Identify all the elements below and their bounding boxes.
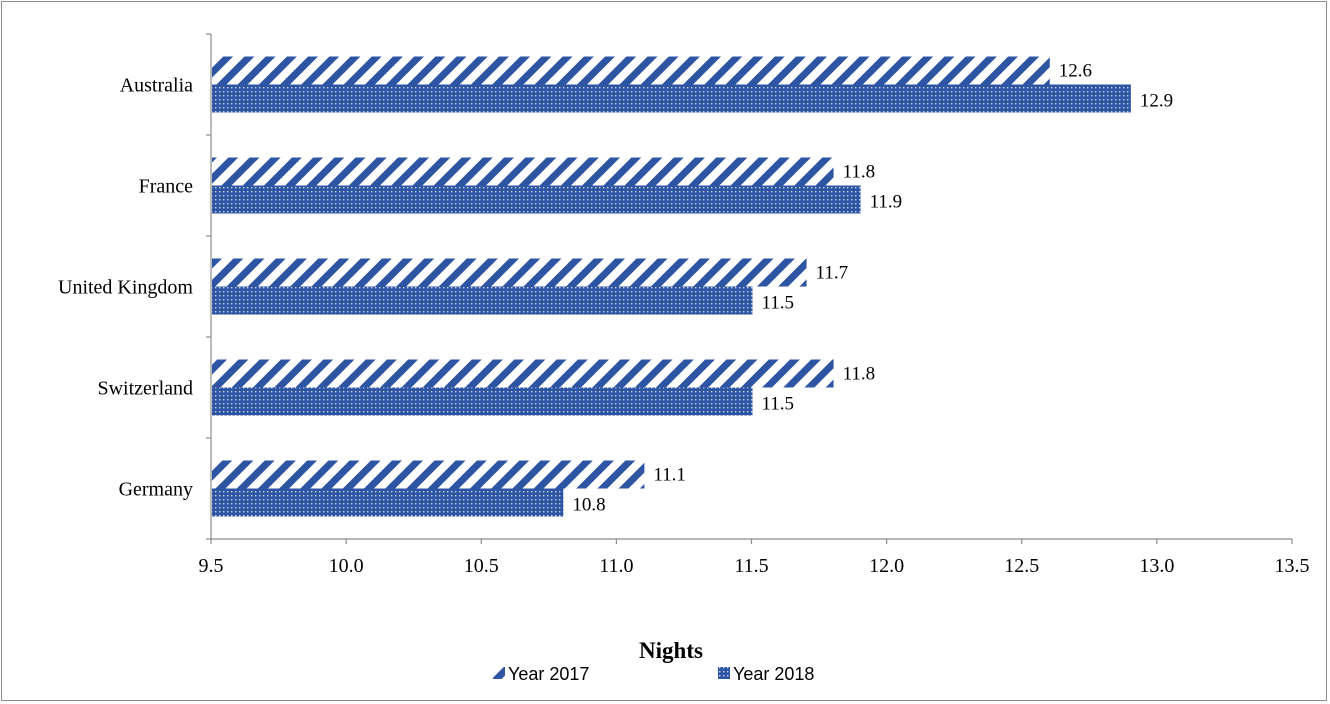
data-label-year-2018: 11.9 (870, 192, 903, 213)
bar-year-2018 (212, 387, 753, 416)
bar-year-2017 (212, 157, 834, 186)
legend-item-year-2018-label: Year 2018 (733, 664, 814, 684)
x-tick-label: 12.0 (869, 555, 904, 577)
labels: 9.5 10.0 10.5 11.0 11.5 12.0 12.5 13.0 13.5 Austr… (58, 61, 1310, 578)
legend: Year 2017 Year 2018 (493, 664, 814, 684)
data-label-year-2018: 12.9 (1140, 91, 1173, 112)
data-label-year-2018: 11.5 (762, 293, 795, 314)
bar-year-2017 (212, 359, 834, 388)
x-tick-label: 10.5 (464, 555, 499, 577)
x-tick-label: 9.5 (199, 555, 224, 577)
data-label-year-2018: 11.5 (762, 394, 795, 415)
legend-item-year-2017-swatch (493, 667, 505, 679)
category-label: Switzerland (97, 378, 193, 400)
bars (212, 56, 1131, 517)
x-tick-label: 13.0 (1139, 555, 1174, 577)
x-tick-label: 10.0 (329, 555, 364, 577)
bar-year-2018 (212, 286, 753, 315)
data-label-year-2017: 11.8 (843, 364, 876, 385)
category-label: France (139, 176, 194, 198)
category-label: Germany (119, 479, 193, 501)
data-label-year-2017: 11.8 (843, 162, 876, 183)
x-tick-label: 11.0 (599, 555, 633, 577)
axes (206, 33, 1293, 544)
x-axis-title: Nights (639, 638, 703, 663)
bar-year-2017 (212, 258, 807, 287)
bar-year-2017 (212, 460, 645, 489)
legend-item-year-2018-swatch (718, 667, 730, 679)
bar-year-2018 (212, 488, 564, 517)
bar-year-2018 (212, 185, 861, 214)
bar-year-2017 (212, 56, 1050, 85)
x-tick-label: 12.5 (1004, 555, 1039, 577)
x-tick-label: 11.5 (734, 555, 768, 577)
legend-item-year-2017-label: Year 2017 (508, 664, 589, 684)
bar-year-2018 (212, 84, 1131, 113)
category-label: United Kingdom (58, 277, 193, 299)
category-label: Australia (120, 75, 193, 97)
data-label-year-2018: 10.8 (572, 495, 605, 516)
data-label-year-2017: 12.6 (1059, 61, 1092, 82)
data-label-year-2017: 11.1 (653, 465, 686, 486)
x-tick-label: 13.5 (1275, 555, 1310, 577)
data-label-year-2017: 11.7 (816, 263, 849, 284)
